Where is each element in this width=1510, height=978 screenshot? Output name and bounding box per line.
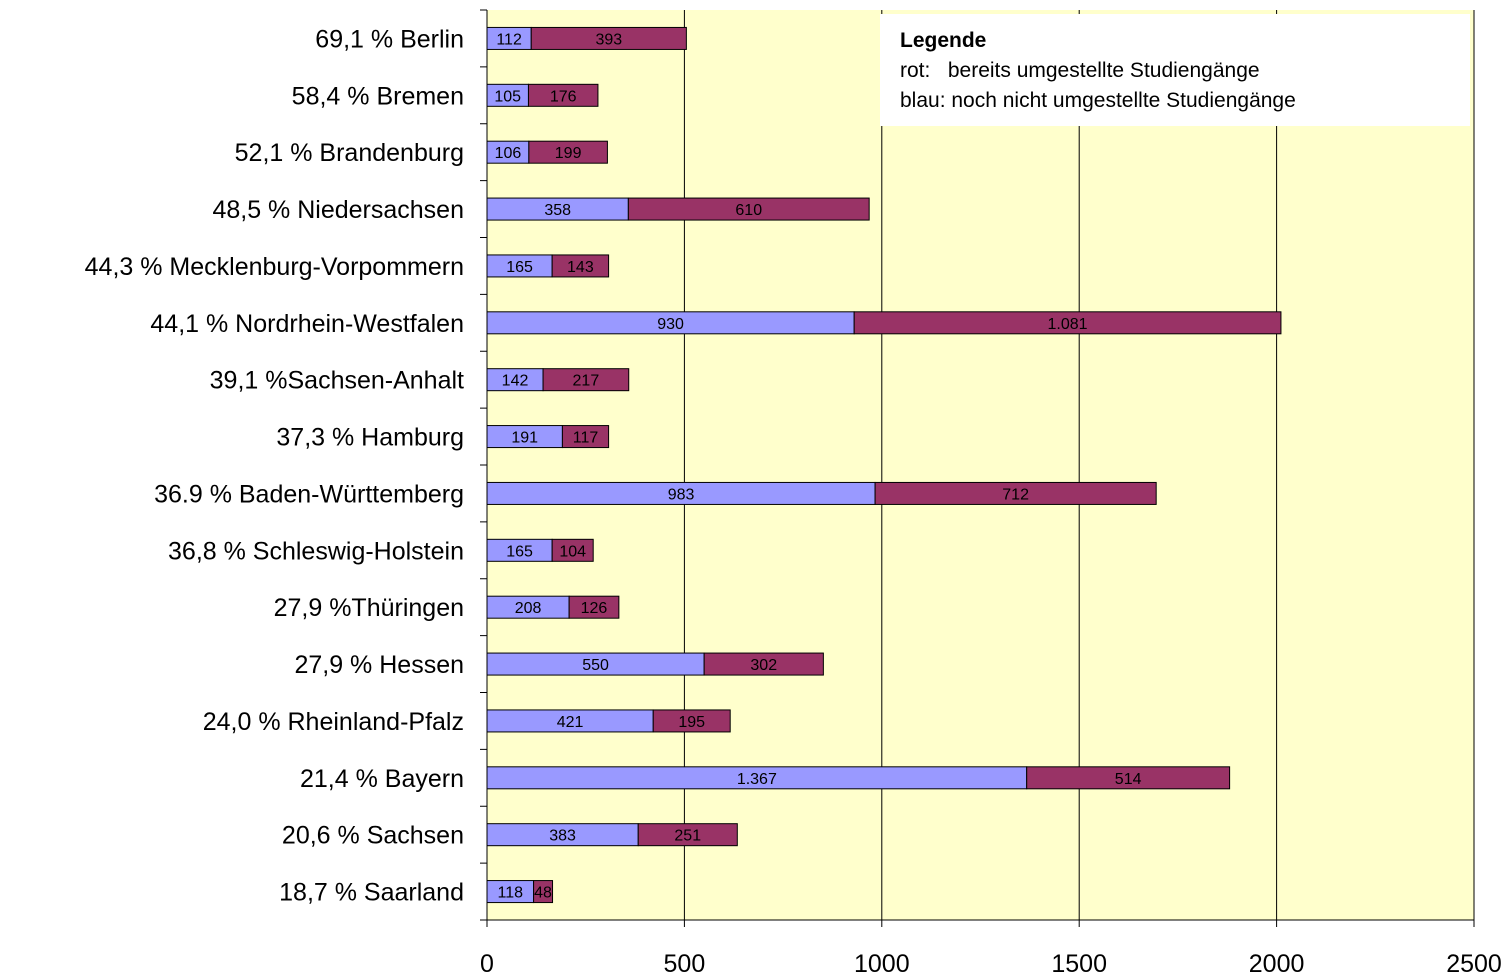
category-label: 44,1 % Nordrhein-Westfalen xyxy=(150,310,464,338)
bar-value-label: 983 xyxy=(668,486,695,503)
category-label: 52,1 % Brandenburg xyxy=(235,139,464,167)
bars xyxy=(486,26,1282,904)
category-label: 44,3 % Mecklenburg-Vorpommern xyxy=(85,253,464,281)
bar-red xyxy=(527,83,599,107)
bar-value-label: 208 xyxy=(515,600,542,617)
bar-red xyxy=(874,481,1157,505)
bar-red xyxy=(568,595,620,619)
bar-red xyxy=(551,538,594,562)
bar-red xyxy=(533,880,554,904)
bar-value-label: 118 xyxy=(498,885,524,902)
bar-red xyxy=(551,254,610,278)
bar-value-label: 117 xyxy=(573,430,599,447)
bar-value-label: 112 xyxy=(496,31,522,48)
category-label: 24,0 % Rheinland-Pfalz xyxy=(203,708,464,736)
bar-value-label: 302 xyxy=(750,657,777,674)
bar-value-label: 143 xyxy=(567,259,594,276)
legend: Legende rot: bereits umgestellte Studien… xyxy=(880,14,1470,126)
bar-value-label: 176 xyxy=(550,88,577,105)
category-label: 58,4 % Bremen xyxy=(292,82,464,110)
category-label: 48,5 % Niedersachsen xyxy=(212,196,464,224)
bar-value-label: 165 xyxy=(506,259,533,276)
bar-value-label: 126 xyxy=(581,600,608,617)
bar-red xyxy=(530,26,687,50)
bar-value-label: 142 xyxy=(502,373,529,390)
bar-value-label: 550 xyxy=(582,657,609,674)
bar-red xyxy=(561,425,610,449)
bar-value-label: 104 xyxy=(559,543,586,560)
category-label: 69,1 % Berlin xyxy=(315,25,464,53)
bar-red xyxy=(703,652,824,676)
category-label: 18,7 % Saarland xyxy=(279,879,464,907)
x-tick-label: 0 xyxy=(480,950,494,978)
bar-red xyxy=(652,709,731,733)
bar-value-label: 105 xyxy=(494,88,521,105)
bar-value-label: 358 xyxy=(544,202,571,219)
x-tick-label: 1000 xyxy=(854,950,910,978)
bar-value-label: 610 xyxy=(735,202,762,219)
bar-value-label: 165 xyxy=(506,543,533,560)
bar-value-label: 421 xyxy=(557,714,584,731)
bar-red xyxy=(528,140,608,164)
bar-value-label: 393 xyxy=(595,31,622,48)
bar-value-label: 191 xyxy=(511,430,538,447)
bar-value-label: 930 xyxy=(657,316,684,333)
bar-red xyxy=(542,368,630,392)
bar-value-label: 514 xyxy=(1115,771,1142,788)
x-tick-label: 1500 xyxy=(1051,950,1107,978)
category-label: 36.9 % Baden-Württemberg xyxy=(154,480,464,508)
category-label: 37,3 % Hamburg xyxy=(276,424,464,452)
bar-value-label: 199 xyxy=(555,145,582,162)
bar-value-label: 383 xyxy=(549,828,576,845)
bar-value-label: 712 xyxy=(1002,486,1029,503)
bar-value-label: 1.081 xyxy=(1048,316,1088,333)
bar-value-label: 195 xyxy=(678,714,705,731)
x-tick-label: 2000 xyxy=(1249,950,1305,978)
category-label: 39,1 %Sachsen-Anhalt xyxy=(210,367,464,395)
category-label: 20,6 % Sachsen xyxy=(282,822,464,850)
axes xyxy=(480,9,1475,927)
bar-value-label: 217 xyxy=(573,373,600,390)
x-tick-label: 2500 xyxy=(1446,950,1502,978)
bar-value-label: 1.367 xyxy=(737,771,777,788)
bar-value-label: 48 xyxy=(534,885,552,902)
x-tick-label: 500 xyxy=(664,950,706,978)
legend-blue-entry: blau: noch nicht umgestellte Studiengäng… xyxy=(900,89,1296,112)
bar-red xyxy=(637,823,738,847)
legend-red-entry: rot: bereits umgestellte Studiengänge xyxy=(900,59,1260,82)
bar-value-label: 106 xyxy=(495,145,522,162)
labels: 112 393 69,1 % Berlin 105 176 58,4 % Bremen 10… xyxy=(85,25,1502,978)
bar-red xyxy=(1026,766,1231,790)
category-label: 21,4 % Bayern xyxy=(300,765,464,793)
legend-title: Legende xyxy=(900,29,987,52)
category-label: 27,9 %Thüringen xyxy=(274,594,464,622)
bar-value-label: 251 xyxy=(674,828,701,845)
bar-red xyxy=(853,311,1282,335)
bar-red xyxy=(627,197,870,221)
category-label: 27,9 % Hessen xyxy=(294,651,464,679)
category-label: 36,8 % Schleswig-Holstein xyxy=(168,537,464,565)
